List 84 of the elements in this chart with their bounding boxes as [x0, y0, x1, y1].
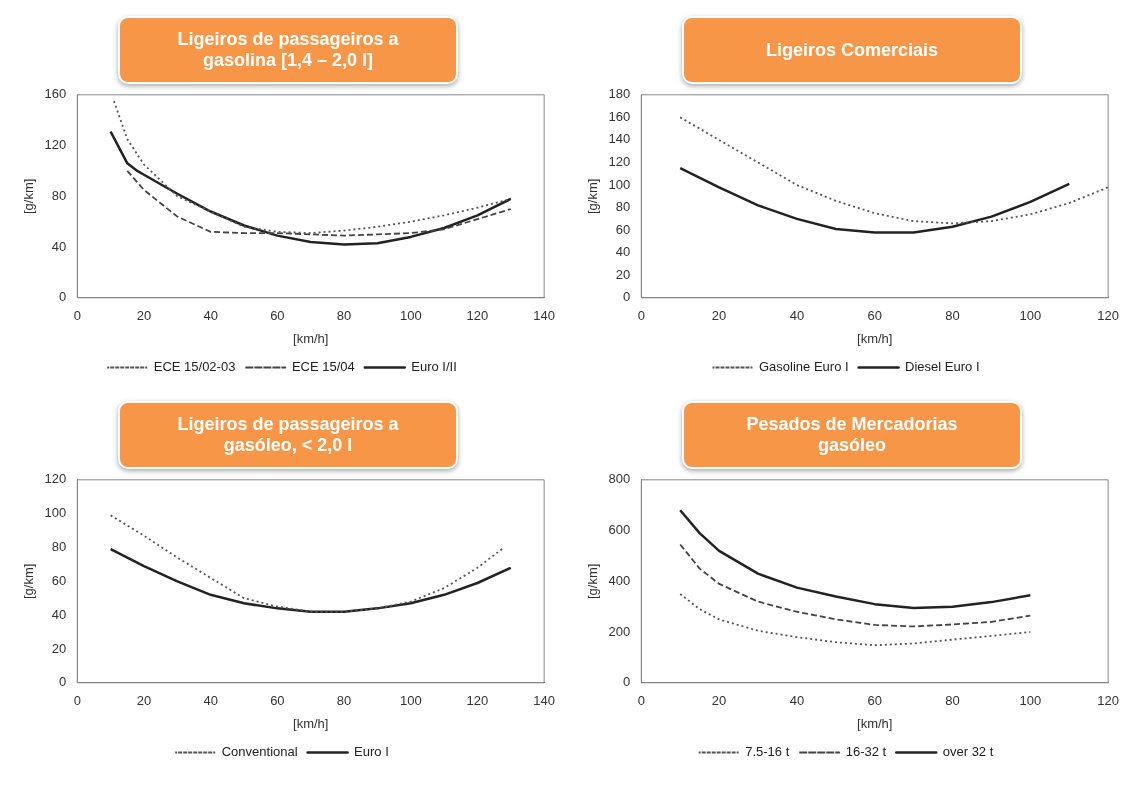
legend-label: 16-32 t	[845, 744, 887, 760]
x-tick-label: 140	[533, 308, 556, 324]
y-tick-label: 100	[44, 505, 67, 521]
x-tick-label: 40	[203, 693, 218, 709]
x-tick-label: 20	[136, 308, 152, 324]
x-tick-label: 140	[533, 693, 556, 709]
line-series	[126, 170, 512, 237]
x-tick-label: 120	[1097, 693, 1120, 709]
y-tick-label: 100	[608, 176, 631, 192]
x-tick-label: 100	[399, 693, 422, 709]
y-tick-label: 120	[608, 154, 631, 170]
x-tick-label: 40	[789, 693, 805, 709]
x-tick-label: 0	[73, 308, 81, 324]
line-series	[679, 116, 1109, 225]
legend-label: ECE 15/04	[291, 359, 355, 375]
legend-label: Conventional	[221, 744, 298, 760]
x-tick-label: 0	[637, 693, 645, 709]
y-tick-label: 0	[59, 289, 67, 305]
x-tick-label: 100	[1019, 308, 1042, 324]
x-tick-label: 80	[945, 693, 960, 709]
y-tick-label: 20	[615, 266, 631, 282]
x-tick-label: 120	[1097, 308, 1120, 324]
x-tick-label: 100	[1019, 693, 1042, 709]
y-tick-label: 20	[51, 640, 67, 656]
x-tick-label: 80	[336, 308, 352, 324]
y-tick-label: 80	[51, 187, 67, 203]
x-tick-label: 60	[270, 308, 285, 324]
y-tick-label: 40	[615, 244, 631, 260]
y-tick-label: 80	[51, 539, 67, 555]
y-tick-label: 40	[51, 606, 67, 622]
y-tick-label: 60	[51, 572, 67, 588]
legend-label: Euro I	[354, 744, 389, 760]
y-tick-label: 120	[44, 137, 67, 153]
y-tick-label: 140	[608, 131, 631, 147]
line-series	[679, 543, 1032, 628]
x-tick-label: 20	[711, 693, 727, 709]
x-tick-label: 60	[867, 308, 882, 324]
x-tick-label: 120	[466, 308, 489, 324]
y-tick-label: 400	[608, 572, 631, 588]
x-tick-label: 60	[867, 693, 882, 709]
legend-label: Diesel Euro I	[905, 359, 980, 375]
x-tick-label: 100	[399, 308, 422, 324]
x-tick-label: 20	[711, 308, 727, 324]
y-tick-label: 120	[44, 471, 67, 487]
y-tick-label: 0	[623, 289, 631, 305]
x-axis-title: [km/h]	[293, 330, 329, 346]
y-tick-label: 40	[51, 238, 67, 254]
line-series	[113, 100, 512, 234]
x-axis-title: [km/h]	[857, 715, 893, 731]
legend-label: Euro I/II	[411, 359, 457, 375]
x-tick-label: 60	[270, 693, 285, 709]
x-tick-label: 40	[789, 308, 805, 324]
y-tick-label: 180	[608, 86, 631, 102]
legend-label: Gasoline Euro I	[758, 359, 849, 375]
chart-title: Pesados de Mercadorias gasóleo	[682, 401, 1022, 469]
x-tick-label: 20	[136, 693, 152, 709]
chart-title: Ligeiros de passageiros a gasóleo, < 2,0 l	[118, 401, 458, 469]
legend-label: 7.5-16 t	[745, 744, 790, 760]
x-tick-label: 0	[637, 308, 645, 324]
y-axis-title: [g/km]	[585, 178, 601, 214]
x-axis-title: [km/h]	[857, 330, 893, 346]
legend-label: over 32 t	[942, 744, 994, 760]
y-tick-label: 60	[615, 221, 631, 237]
x-tick-label: 0	[73, 693, 81, 709]
line-series	[679, 593, 1032, 647]
x-tick-label: 80	[336, 693, 352, 709]
chart-title: Ligeiros de passageiros a gasolina [1,4 – 2,0 l]	[118, 16, 458, 84]
y-tick-label: 0	[59, 674, 67, 690]
y-tick-label: 200	[608, 623, 631, 639]
y-tick-label: 160	[608, 108, 631, 124]
y-tick-label: 160	[44, 86, 67, 102]
x-tick-label: 80	[945, 308, 960, 324]
x-tick-label: 40	[203, 308, 218, 324]
y-tick-label: 80	[615, 199, 631, 215]
y-tick-label: 600	[608, 522, 631, 538]
y-axis-title: [g/km]	[585, 563, 601, 599]
x-tick-label: 120	[466, 693, 489, 709]
y-axis-title: [g/km]	[21, 178, 37, 214]
chart-title: Ligeiros Comerciais	[682, 16, 1022, 84]
y-axis-title: [g/km]	[21, 563, 37, 599]
y-tick-label: 800	[608, 471, 631, 487]
legend-label: ECE 15/02-03	[153, 359, 236, 375]
x-axis-title: [km/h]	[293, 715, 329, 731]
y-tick-label: 0	[623, 674, 631, 690]
